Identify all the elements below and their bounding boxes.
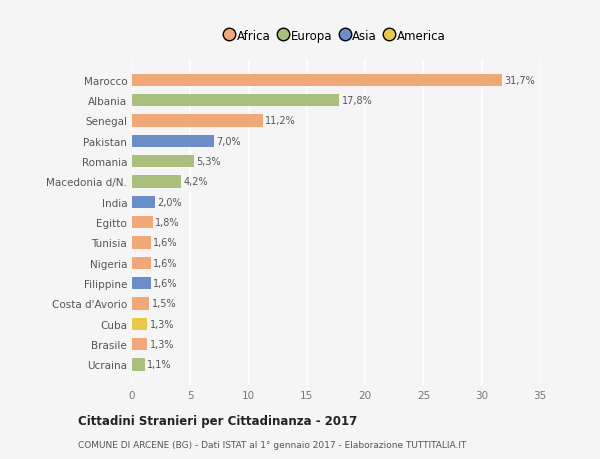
Bar [132,95,340,107]
Text: 2,0%: 2,0% [158,197,182,207]
Bar [132,74,502,87]
Bar [132,318,147,330]
Text: 1,8%: 1,8% [155,218,180,228]
Bar [132,217,153,229]
Bar [132,135,214,147]
Bar [132,298,149,310]
Bar [132,237,151,249]
Text: 17,8%: 17,8% [342,96,373,106]
Text: 1,6%: 1,6% [153,238,178,248]
Text: 1,5%: 1,5% [152,299,176,309]
Text: 31,7%: 31,7% [504,76,535,85]
Bar [132,277,151,290]
Bar [132,358,145,371]
Text: 1,3%: 1,3% [149,319,174,329]
Bar [132,196,155,208]
Text: 1,6%: 1,6% [153,258,178,268]
Text: 1,6%: 1,6% [153,279,178,288]
Bar [132,338,147,351]
Legend: Africa, Europa, Asia, America: Africa, Europa, Asia, America [223,27,449,46]
Text: COMUNE DI ARCENE (BG) - Dati ISTAT al 1° gennaio 2017 - Elaborazione TUTTITALIA.: COMUNE DI ARCENE (BG) - Dati ISTAT al 1°… [78,441,466,449]
Text: 11,2%: 11,2% [265,116,296,126]
Text: 5,3%: 5,3% [196,157,221,167]
Text: 4,2%: 4,2% [183,177,208,187]
Text: 1,3%: 1,3% [149,339,174,349]
Bar [132,156,194,168]
Bar [132,115,263,127]
Text: 1,1%: 1,1% [147,360,172,369]
Text: 7,0%: 7,0% [216,136,241,146]
Bar [132,176,181,188]
Text: Cittadini Stranieri per Cittadinanza - 2017: Cittadini Stranieri per Cittadinanza - 2… [78,414,357,428]
Bar [132,257,151,269]
